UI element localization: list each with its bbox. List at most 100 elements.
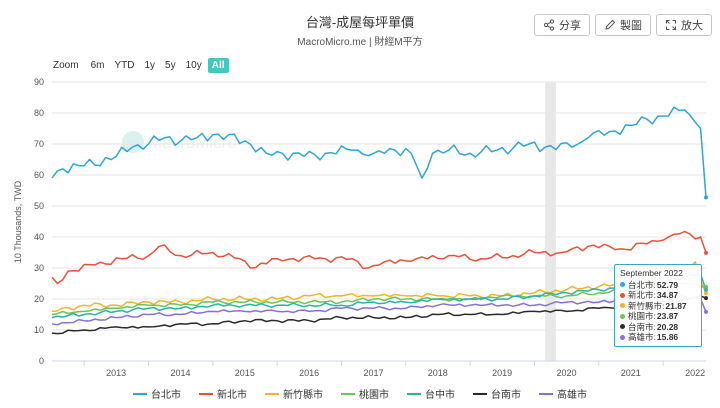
legend-label: 高雄市 <box>557 390 587 401</box>
share-icon <box>543 19 555 31</box>
legend-swatch <box>341 392 355 395</box>
tooltip-date: September 2022 <box>620 268 683 278</box>
series-line-4[interactable] <box>51 273 707 319</box>
x-tick-label: 2015 <box>235 368 255 378</box>
x-tick-label: 2017 <box>363 368 383 378</box>
chart-toolbar: 分享 製圖 放大 <box>534 14 712 36</box>
enlarge-label: 放大 <box>681 20 703 32</box>
y-tick-label: 90 <box>34 77 44 87</box>
draw-label: 製圖 <box>620 20 642 32</box>
legend-label: 台中市 <box>425 390 455 401</box>
legend-swatch <box>133 392 147 395</box>
y-tick-label: 40 <box>34 232 44 242</box>
legend-item[interactable]: 台南市 <box>473 386 521 401</box>
tooltip-row: 新竹縣市: 21.87 <box>620 301 696 312</box>
zoom-label: Zoom <box>53 60 79 71</box>
y-tick-label: 60 <box>34 170 44 180</box>
y-tick-label: 10 <box>34 325 44 335</box>
enlarge-button[interactable]: 放大 <box>656 14 712 36</box>
shaded-period <box>545 82 556 361</box>
legend-item[interactable]: 高雄市 <box>539 386 587 401</box>
tooltip-value: 15.86 <box>656 332 679 342</box>
tooltip-row: 台北市: 52.79 <box>620 280 696 291</box>
series-endpoint-4 <box>704 287 708 292</box>
legend-swatch <box>199 392 213 395</box>
x-tick-label: 2019 <box>492 368 512 378</box>
tooltip-value: 34.87 <box>656 290 679 300</box>
series-line-6[interactable] <box>51 294 707 326</box>
chart-legend: 台北市 新北市 新竹縣市 桃園市 台中市 台南市 高雄市 <box>0 386 720 401</box>
tooltip-dot <box>620 292 625 298</box>
legend-label: 台南市 <box>491 390 521 401</box>
svg-text:MacroMicro: MacroMicro <box>148 133 237 152</box>
x-tick-label: 2013 <box>106 368 126 378</box>
legend-label: 台北市 <box>151 390 181 401</box>
series-endpoint-0 <box>704 195 708 200</box>
tooltip-row: 桃園市: 23.87 <box>620 311 696 322</box>
y-tick-label: 80 <box>34 108 44 118</box>
tooltip-dot <box>620 334 625 340</box>
legend-swatch <box>473 392 487 395</box>
y-tick-label: 30 <box>34 263 44 273</box>
share-label: 分享 <box>559 20 581 32</box>
tooltip-dot <box>620 313 625 319</box>
series-line-0[interactable] <box>51 106 707 198</box>
series-line-2[interactable] <box>51 261 707 313</box>
range-all-button[interactable]: All <box>207 58 229 73</box>
draw-button[interactable]: 製圖 <box>595 14 651 36</box>
y-axis-label: 10 Thousands, TWD <box>13 180 23 263</box>
series-line-3[interactable] <box>51 282 707 316</box>
tooltip-series-name: 台南市: <box>628 321 656 332</box>
tooltip-value: 52.79 <box>656 279 679 290</box>
expand-icon <box>666 20 676 30</box>
tooltip-value: 21.87 <box>665 300 687 311</box>
series-endpoint-2 <box>704 291 708 296</box>
range-6m-button[interactable]: 6m <box>90 60 105 71</box>
tooltip-dot <box>620 324 625 330</box>
legend-item[interactable]: 新竹縣市 <box>265 386 323 401</box>
range-selector: Zoom 6m YTD 1y 5y 10y All <box>53 58 229 73</box>
tooltip-dot <box>620 282 625 288</box>
legend-item[interactable]: 桃園市 <box>341 386 389 401</box>
series-endpoint-1 <box>704 250 708 255</box>
range-ytd-button[interactable]: YTD <box>114 60 135 71</box>
tooltip-series-name: 台北市: <box>628 279 656 290</box>
tooltip-row: 新北市: 34.87 <box>620 290 696 301</box>
chart-subtitle: MacroMicro.me | 財經M平方 <box>297 37 423 48</box>
range-10y-button[interactable]: 10y <box>185 60 202 71</box>
x-tick-label: 2021 <box>621 368 641 378</box>
x-tick-label: 2020 <box>556 368 576 378</box>
y-tick-label: 20 <box>34 294 44 304</box>
series-endpoint-5 <box>704 296 708 301</box>
legend-label: 新北市 <box>217 390 247 401</box>
range-5y-button[interactable]: 5y <box>165 60 176 71</box>
legend-swatch <box>265 392 279 395</box>
legend-swatch <box>539 392 553 395</box>
tooltip-series-name: 新竹縣市: <box>628 300 665 311</box>
tooltip-value: 23.87 <box>656 311 679 321</box>
y-tick-label: 50 <box>34 201 44 211</box>
data-tooltip: September 2022 台北市: 52.79 新北市: 34.87 新竹縣市: 21… <box>614 264 702 347</box>
legend-item[interactable]: 台北市 <box>133 386 181 401</box>
x-tick-label: 2022 <box>685 368 705 378</box>
tooltip-row: 台南市: 20.28 <box>620 322 696 333</box>
series-endpoint-6 <box>704 309 708 314</box>
legend-swatch <box>407 392 421 395</box>
x-tick-label: 2014 <box>170 368 190 378</box>
series-line-1[interactable] <box>51 230 707 285</box>
series-line-5[interactable] <box>51 295 707 335</box>
tooltip-series-name: 桃園市: <box>628 311 656 321</box>
y-tick-label: 0 <box>39 356 44 366</box>
legend-item[interactable]: 台中市 <box>407 386 455 401</box>
chart-title: 台灣-成屋每坪單價 <box>305 15 415 30</box>
range-1y-button[interactable]: 1y <box>144 60 156 71</box>
legend-label: 新竹縣市 <box>283 390 323 401</box>
legend-item[interactable]: 新北市 <box>199 386 247 401</box>
x-tick-label: 2018 <box>428 368 448 378</box>
share-button[interactable]: 分享 <box>534 14 590 36</box>
tooltip-series-name: 高雄市: <box>628 332 656 342</box>
y-tick-label: 70 <box>34 139 44 149</box>
legend-label: 桃園市 <box>359 390 389 401</box>
pencil-icon <box>605 19 616 30</box>
